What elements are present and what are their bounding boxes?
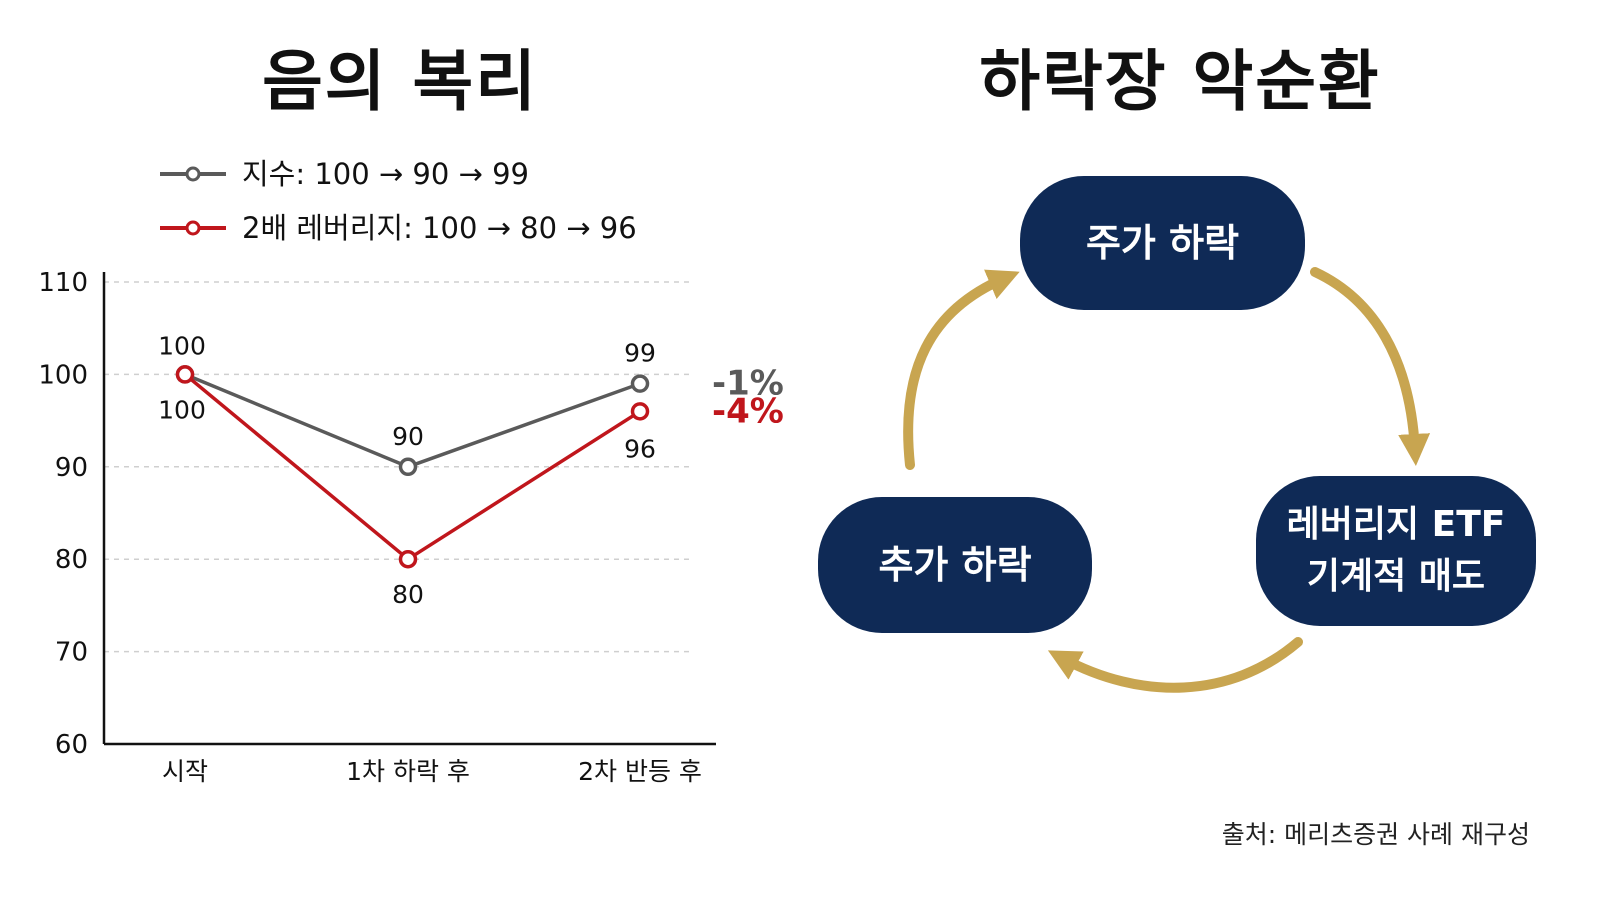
data-point <box>398 549 418 569</box>
line-chart: 110 100 90 80 70 60 시작 1차 하락 후 2차 반등 후 지수: 100 → … <box>38 157 784 786</box>
y-tick-label: 90 <box>55 453 88 483</box>
y-tick-label: 60 <box>55 730 88 760</box>
cycle-arrow-left-to-top <box>903 269 1020 470</box>
data-label: 90 <box>392 422 424 451</box>
data-label: 99 <box>624 339 656 368</box>
legend-marker <box>185 220 201 236</box>
data-point <box>630 374 650 393</box>
legend-label: 지수: 100 → 90 → 99 <box>242 157 529 191</box>
y-tick-label: 110 <box>38 268 88 298</box>
cycle-arrow-top-to-right <box>1310 267 1431 466</box>
cycle-title: 하락장 악순환 <box>979 43 1381 120</box>
data-point <box>630 402 650 421</box>
cycle-node-label: 기계적 매도 <box>1306 556 1486 597</box>
change-annotation: -1% <box>712 364 784 404</box>
data-label: 96 <box>624 434 656 463</box>
source-note: 출처: 메리츠증권 사례 재구성 <box>1221 820 1530 849</box>
cycle-node-price-drop: 주가 하락 <box>1020 176 1305 310</box>
cycle-node-label: 주가 하락 <box>1085 221 1240 265</box>
cycle-node-leverage-etf-sell: 레버리지 ETF 기계적 매도 <box>1256 476 1536 626</box>
legend-marker <box>185 166 201 182</box>
cycle-arrow-right-to-left <box>1047 637 1303 693</box>
data-point <box>398 457 418 477</box>
change-annotation: -4% <box>712 391 784 431</box>
x-tick-label: 1차 하락 후 <box>346 757 470 786</box>
data-point <box>175 365 195 384</box>
data-label: 100 <box>158 395 206 424</box>
cycle-node-further-drop: 추가 하락 <box>818 497 1092 633</box>
data-label: 100 <box>158 331 206 360</box>
chart-title: 음의 복리 <box>262 43 538 120</box>
y-tick-label: 80 <box>55 545 88 575</box>
cycle-node-label: 추가 하락 <box>878 543 1032 587</box>
x-tick-label: 2차 반등 후 <box>578 757 702 786</box>
data-label: 80 <box>392 580 424 609</box>
y-tick-label: 100 <box>38 360 88 390</box>
legend-label: 2배 레버리지: 100 → 80 → 96 <box>242 211 637 245</box>
y-tick-label: 70 <box>55 638 88 668</box>
cycle-node-label: 레버리지 ETF <box>1286 504 1506 545</box>
x-tick-label: 시작 <box>162 757 208 786</box>
